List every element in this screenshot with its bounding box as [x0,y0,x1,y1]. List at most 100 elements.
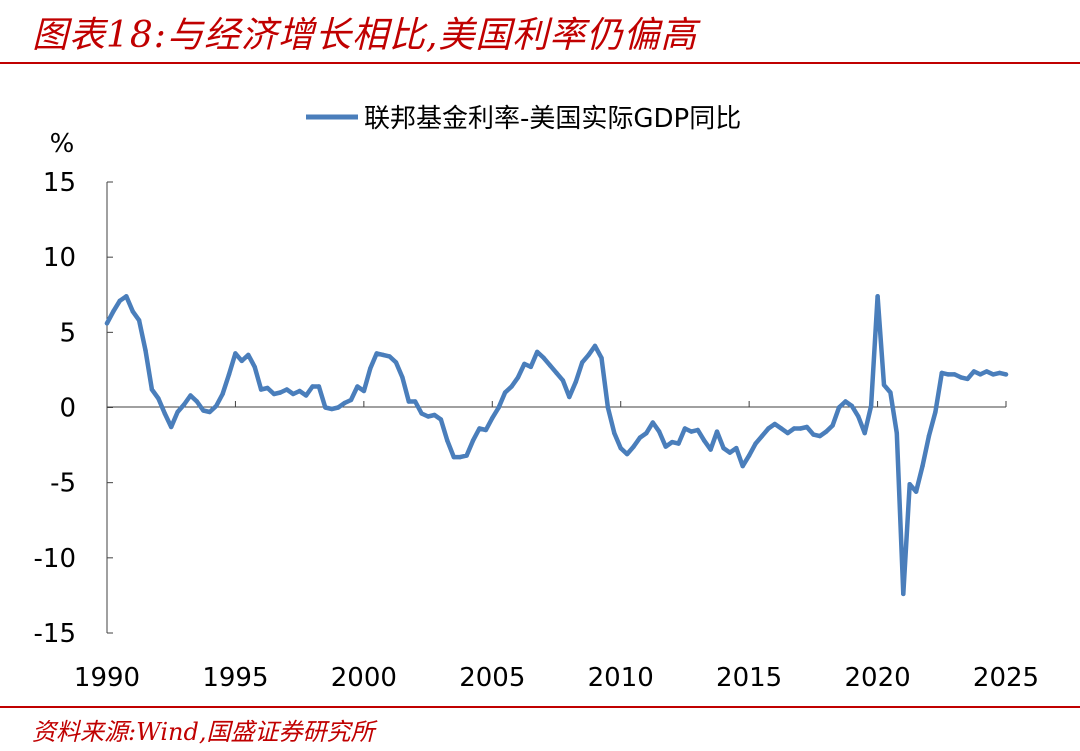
data-point [393,360,399,365]
y-tick-label: -10 [34,544,76,574]
data-point [515,375,521,380]
data-point [592,343,598,349]
data-point [470,438,476,443]
data-point [573,379,578,385]
data-point [490,415,495,421]
data-point [1003,372,1009,377]
data-point [978,372,983,377]
data-point [618,445,623,451]
data-point [875,294,880,299]
data-point [586,352,591,358]
data-point [901,591,906,597]
data-point [881,382,887,388]
data-point [567,394,572,400]
data-point [136,318,142,323]
y-axis: % 15 10 5 0 -5 -10 -15 [34,129,113,649]
data-point [952,372,957,377]
data-point [265,385,270,391]
data-point [740,463,745,469]
data-point [991,372,996,377]
data-point [169,424,174,430]
data-point [644,430,649,436]
data-point [181,402,187,407]
data-point [425,414,431,419]
source-note: 资料来源:Wind,国盛证券研究所 [32,718,375,746]
data-point [535,349,540,355]
data-point [759,433,765,439]
legend-label: 联邦基金利率-美国实际GDP同比 [364,104,741,134]
data-point [355,384,360,389]
data-point [637,435,643,440]
data-point [483,427,489,433]
data-point [734,445,739,451]
data-point [130,309,135,314]
x-tick-label: 2000 [331,663,397,693]
data-point [798,426,803,431]
data-point [779,426,784,431]
data-point [316,384,322,389]
data-point [387,354,392,359]
data-point [772,421,777,427]
data-point [297,388,302,394]
x-tick-label: 1995 [202,663,268,693]
y-tick-label: 5 [59,318,76,348]
data-point [522,361,527,367]
data-point [824,429,829,434]
data-point [727,450,733,455]
data-point [554,370,559,376]
title-divider [0,62,1080,64]
data-point [862,430,867,436]
y-tick-label: -5 [50,469,76,499]
data-point [432,412,437,418]
data-point [868,403,874,409]
data-point [323,405,328,410]
line-chart: % 15 10 5 0 -5 -10 -15 1990 1995 2000 2005 2010 201… [34,104,1040,693]
x-tick-label: 2010 [588,663,654,693]
x-tick-label: 2020 [844,663,910,693]
data-point [104,321,110,326]
x-tick-label: 2025 [973,663,1039,693]
data-point [753,441,758,446]
data-point [843,399,848,404]
data-point [965,376,970,382]
data-point [933,409,938,415]
data-point [708,447,713,452]
data-point [233,351,238,356]
x-tick-label: 1990 [74,663,140,693]
series-layer [104,294,1009,597]
data-point [663,444,668,449]
data-point [246,352,251,358]
data-point [291,391,296,397]
data-point [226,372,232,377]
y-tick-label: 15 [43,168,76,198]
data-point [695,427,700,433]
x-axis: 1990 1995 2000 2005 2010 2015 2020 2025 [74,401,1039,693]
data-point [477,426,482,431]
data-point [907,482,912,487]
data-point [926,433,932,439]
data-point [946,372,951,377]
data-point [766,426,771,431]
data-point [580,360,585,365]
data-point [689,429,694,434]
data-point [509,384,514,389]
data-point [143,348,148,353]
data-point [830,423,835,428]
data-point [361,388,367,394]
data-point [451,454,456,460]
data-point [252,364,257,370]
data-point [939,370,944,376]
x-ticks: 1990 1995 2000 2005 2010 2015 2020 2025 [74,401,1039,693]
data-point [400,375,405,380]
data-point [413,399,418,404]
data-point [214,403,219,409]
data-point [149,387,155,392]
data-point [541,355,546,361]
source-divider [0,706,1080,708]
data-point [380,352,386,358]
data-point [804,424,810,430]
data-point [284,387,289,392]
data-point [560,378,566,383]
data-point [605,405,611,410]
